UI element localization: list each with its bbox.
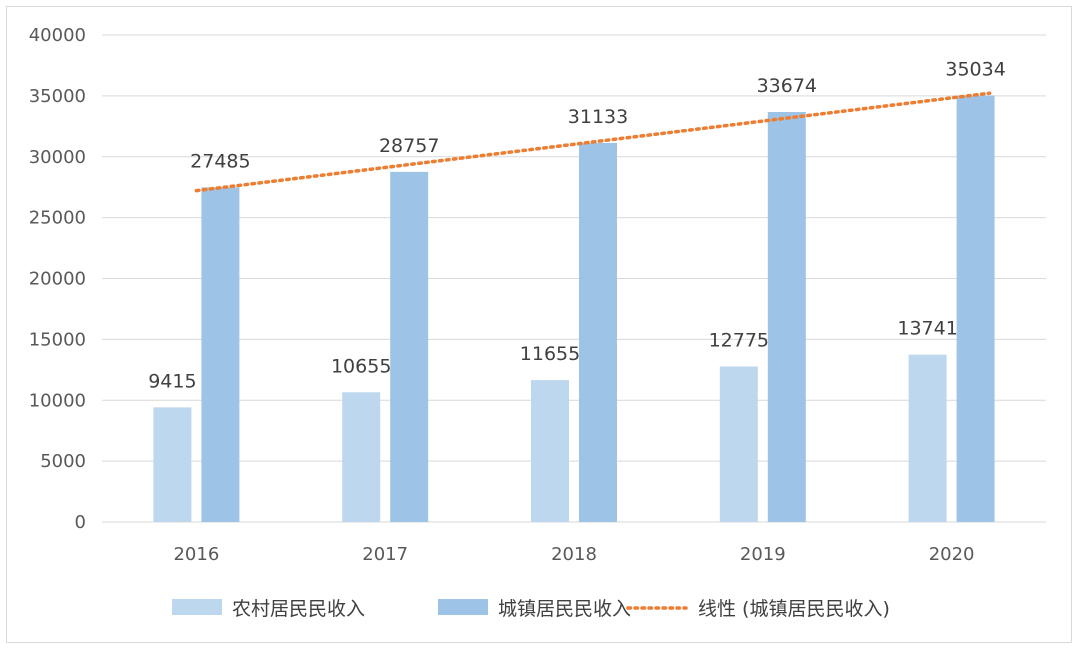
legend[interactable]: 农村居民民收入 城镇居民民收入 线性 (城镇居民民收入) [172, 598, 890, 620]
data-label: 33674 [757, 75, 817, 97]
bar-rural [342, 392, 381, 522]
x-tick-label: 2016 [173, 544, 219, 565]
bar-urban [201, 187, 240, 523]
x-axis: 2016 2017 2018 2019 2020 [173, 544, 974, 565]
bar-urban [579, 142, 617, 522]
bars [153, 95, 995, 523]
legend-item-rural[interactable]: 农村居民民收入 [172, 598, 365, 620]
y-tick-label: 0 [75, 512, 86, 533]
legend-label: 城镇居民民收入 [498, 598, 631, 620]
data-label: 27485 [190, 150, 250, 172]
bar-urban [767, 112, 806, 523]
trendline-line [194, 91, 992, 193]
y-tick-label: 15000 [29, 329, 86, 350]
legend-swatch [172, 599, 222, 615]
x-tick-label: 2017 [362, 544, 408, 565]
bar-rural [153, 407, 192, 522]
y-tick-label: 25000 [29, 208, 86, 229]
x-tick-label: 2020 [929, 544, 975, 565]
y-tick-label: 30000 [29, 147, 86, 168]
data-label: 31133 [568, 106, 628, 128]
data-labels: 9415 27485 10655 28757 11655 31133 12775 33674 1… [148, 58, 1006, 392]
x-tick-label: 2019 [740, 544, 786, 565]
legend-item-urban[interactable]: 城镇居民民收入 [438, 598, 631, 620]
legend-label: 农村居民民收入 [232, 598, 365, 620]
y-tick-label: 10000 [29, 390, 86, 411]
bar-rural [531, 380, 569, 522]
chart-frame [6, 6, 1072, 643]
data-label: 13741 [897, 318, 957, 340]
trendline [194, 91, 992, 193]
data-label: 12775 [709, 329, 769, 351]
bar-urban [956, 95, 995, 522]
bar-rural [908, 354, 947, 522]
x-tick-label: 2018 [551, 544, 597, 565]
data-label: 35034 [945, 58, 1005, 80]
data-label: 28757 [379, 135, 439, 157]
y-tick-label: 35000 [29, 86, 86, 107]
gridlines [102, 34, 1046, 523]
data-label: 11655 [520, 343, 580, 365]
legend-label: 线性 (城镇居民民收入) [698, 598, 890, 620]
data-label: 9415 [148, 370, 196, 392]
bar-rural [719, 366, 758, 522]
bar-urban [390, 171, 429, 522]
y-axis: 0 5000 10000 15000 20000 25000 30000 35000 40000 [29, 25, 86, 533]
data-label: 10655 [331, 355, 391, 377]
legend-swatch [438, 599, 488, 615]
legend-item-trendline[interactable]: 线性 (城镇居民民收入) [626, 598, 890, 620]
y-tick-label: 40000 [29, 25, 86, 46]
y-tick-label: 20000 [29, 269, 86, 290]
y-tick-label: 5000 [40, 451, 86, 472]
